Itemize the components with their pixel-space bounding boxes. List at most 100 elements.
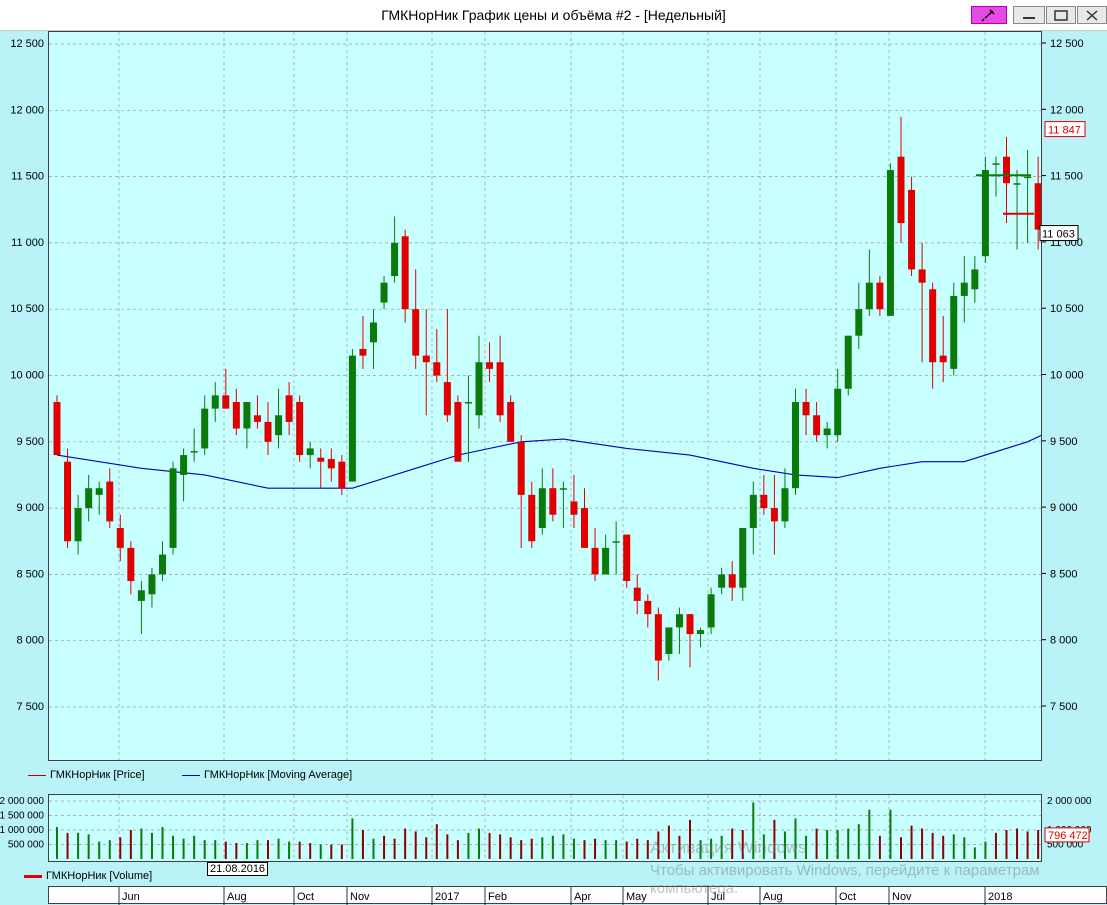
- volume-bar: [256, 840, 259, 859]
- volume-bar: [319, 844, 322, 859]
- candle-body: [296, 402, 304, 456]
- volume-tick-right: 2 000 000: [1047, 796, 1092, 807]
- level-price-box: [1039, 225, 1079, 242]
- candle-body: [348, 355, 356, 482]
- volume-bar: [752, 802, 755, 859]
- volume-bar: [942, 835, 945, 859]
- candle-body: [433, 362, 441, 376]
- volume-bar: [678, 835, 681, 859]
- candle-body: [422, 355, 430, 363]
- volume-bar: [667, 825, 670, 859]
- candle-body: [570, 501, 578, 515]
- volume-bar: [541, 837, 544, 859]
- last-price-label: 11 847: [1048, 125, 1081, 137]
- volume-bar: [161, 827, 164, 859]
- volume-bar: [1016, 828, 1019, 859]
- volume-bar: [900, 837, 902, 859]
- price-tick-right: 11 500: [1050, 171, 1083, 183]
- time-tick-label: Nov: [350, 891, 370, 903]
- last-price-box: [1044, 121, 1086, 138]
- time-axis: Jun Aug Oct Nov 2017 Feb Apr May Jul Aug Oct Nov 201…: [48, 886, 1107, 905]
- volume-bar: [372, 838, 375, 859]
- volume-bar: [952, 834, 955, 859]
- window-title: ГМКНорНик График цены и объёма #2 - [Нед…: [381, 7, 726, 23]
- candle-body: [971, 269, 979, 290]
- volume-bar: [140, 828, 143, 859]
- time-tick-label: Aug: [763, 891, 783, 903]
- time-tick-label: 2017: [435, 891, 459, 903]
- volume-bar: [425, 837, 428, 859]
- candle-body: [1003, 156, 1010, 184]
- volume-bar: [889, 809, 892, 859]
- volume-tick-left: 500 000: [8, 840, 45, 851]
- volume-bar: [414, 831, 417, 859]
- candle-body: [665, 627, 673, 654]
- maximize-icon[interactable]: [1046, 6, 1076, 24]
- price-tick-left: 9 000: [16, 502, 44, 514]
- candle-body: [918, 269, 926, 283]
- volume-bar: [773, 819, 776, 859]
- candle-body: [106, 481, 114, 522]
- volume-bar: [625, 841, 628, 859]
- price-tick-left: 12 000: [10, 104, 44, 116]
- candle-body: [464, 402, 472, 404]
- candle-body: [443, 382, 451, 416]
- candle-body: [844, 335, 852, 389]
- volume-bar: [815, 828, 818, 859]
- candle-body: [623, 534, 631, 582]
- candle-body: [528, 494, 536, 542]
- price-tick-left: 12 500: [10, 38, 44, 50]
- candle-body: [770, 508, 778, 522]
- volume-bar: [478, 828, 480, 859]
- price-chart-panel[interactable]: [48, 31, 1042, 761]
- volume-bar: [583, 840, 586, 859]
- candle-body: [591, 547, 599, 575]
- volume-bar: [499, 834, 502, 859]
- candle-body: [950, 295, 958, 369]
- candle-body: [633, 587, 641, 601]
- legend-volume-swatch: [24, 874, 42, 878]
- candle-body: [1034, 183, 1041, 230]
- candle-body: [148, 574, 156, 595]
- volume-chart-svg[interactable]: [49, 795, 1041, 861]
- volume-bar: [646, 840, 649, 859]
- volume-bar: [330, 844, 333, 859]
- price-tick-left: 8 500: [16, 568, 44, 580]
- volume-bar: [214, 840, 217, 859]
- price-tick-left: 10 000: [10, 370, 44, 382]
- volume-bar: [277, 838, 280, 859]
- pin-icon[interactable]: [971, 6, 1007, 24]
- volume-bar: [878, 835, 881, 859]
- candle-body: [137, 590, 145, 601]
- candle-body: [697, 630, 705, 635]
- legend-price-swatch: [28, 774, 46, 776]
- legend-ma-swatch: [182, 774, 200, 776]
- volume-bar: [435, 824, 438, 859]
- time-tick-label: Nov: [892, 891, 912, 903]
- candle-body: [370, 322, 377, 343]
- price-tick-right: 8 000: [1050, 635, 1078, 647]
- minimize-icon[interactable]: [1013, 6, 1045, 24]
- volume-bar: [467, 832, 470, 859]
- volume-bar: [615, 840, 618, 859]
- candle-body: [981, 169, 989, 257]
- volume-bar: [108, 840, 111, 859]
- close-icon[interactable]: [1077, 6, 1107, 24]
- volume-bar: [56, 827, 58, 859]
- volume-bar: [361, 830, 364, 859]
- price-tick-right: 7 500: [1050, 701, 1078, 713]
- candle-body: [359, 348, 367, 356]
- volume-chart-panel[interactable]: [48, 794, 1042, 862]
- time-tick-label: 2018: [988, 891, 1012, 903]
- candle-body: [929, 289, 937, 363]
- legend-price-label: ГМКНорНик [Price]: [50, 769, 145, 781]
- volume-bar: [351, 818, 354, 859]
- candle-body: [180, 455, 188, 475]
- price-chart-svg[interactable]: [49, 32, 1041, 760]
- volume-bar: [699, 840, 702, 859]
- candle-body: [338, 461, 346, 489]
- volume-bar: [636, 838, 639, 859]
- volume-bar: [509, 837, 512, 859]
- candle-body: [728, 574, 736, 588]
- legend-price: ГМКНорНик [Price]: [28, 769, 145, 781]
